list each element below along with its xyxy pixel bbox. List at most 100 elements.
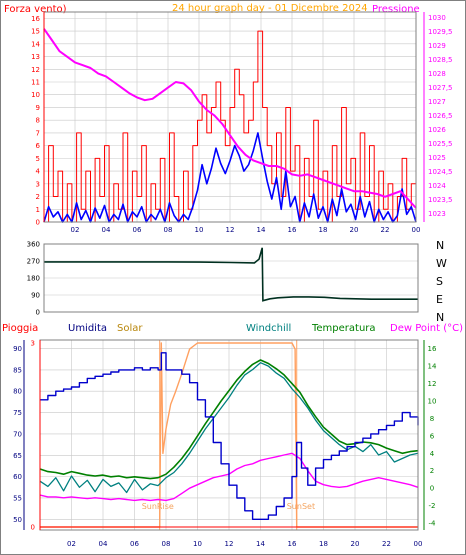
- temperature-tick-label: 10: [428, 398, 437, 406]
- solar-axis-label: Solar: [117, 323, 143, 334]
- time-tick-label: 06: [130, 540, 139, 548]
- series-layer: [39, 28, 419, 530]
- pressure-tick-label: 1029,5: [428, 28, 453, 36]
- time-tick-label: 20: [350, 226, 359, 234]
- wind-axis-label: Forza vento): [4, 4, 67, 15]
- time-tick-label: 22: [382, 540, 391, 548]
- temperature-tick-label: 12: [428, 380, 437, 388]
- wind-tick-label: 10: [31, 91, 40, 99]
- time-tick-label: 04: [102, 226, 111, 234]
- humidity-tick-label: 75: [13, 409, 22, 417]
- wind-tick-label: 6: [36, 142, 41, 150]
- time-tick-label: 12: [225, 540, 234, 548]
- wind-tick-label: 15: [31, 28, 40, 36]
- windchill-axis-label: Windchill: [246, 323, 291, 334]
- time-tick-label: 00: [414, 540, 423, 548]
- pressure-tick-label: 1025: [428, 154, 446, 162]
- direction-tick-label: 360: [27, 241, 40, 249]
- wind-tick-label: 3: [36, 180, 40, 188]
- humidity-tick-label: 60: [13, 473, 22, 481]
- wind-gust-series: [44, 30, 417, 223]
- humidity-tick-label: 90: [13, 345, 22, 353]
- pressure-tick-label: 1024,5: [428, 168, 453, 176]
- temperature-tick-label: 14: [428, 363, 437, 371]
- pressure-tick-label: 1023: [428, 210, 446, 218]
- humidity-tick-label: 70: [13, 430, 22, 438]
- temperature-tick-label: 0: [430, 485, 434, 493]
- humidity-tick-label: 85: [13, 366, 22, 374]
- pressure-tick-label: 1026,5: [428, 112, 453, 120]
- wind-tick-label: 14: [31, 40, 40, 48]
- pressure-tick-label: 1027: [428, 98, 446, 106]
- wind-tick-label: 1: [36, 206, 40, 214]
- direction-tick-label: 180: [27, 275, 40, 283]
- wind-tick-label: 13: [31, 53, 40, 61]
- wind-tick-label: 8: [36, 117, 40, 125]
- pressure-tick-label: 1028: [428, 70, 446, 78]
- temperature-tick-label: 6: [430, 432, 435, 440]
- temperature-tick-label: 2: [430, 467, 434, 475]
- solar-series: [40, 342, 418, 528]
- temperature-tick-label: 4: [430, 450, 435, 458]
- humidity-tick-label: 50: [13, 516, 22, 524]
- temperature-tick-label: -4: [429, 520, 437, 528]
- tick-label-layer: 01234567891011121314151610231023,5102410…: [13, 14, 452, 548]
- time-tick-label: 12: [226, 226, 235, 234]
- wind-tick-label: 12: [31, 66, 40, 74]
- temperature-axis-label: Temperatura: [311, 323, 376, 334]
- humidity-tick-label: 55: [13, 494, 22, 502]
- time-tick-label: 06: [133, 226, 142, 234]
- time-tick-label: 16: [288, 540, 297, 548]
- humidity-tick-label: 80: [13, 388, 22, 396]
- pressure-axis-label: Pressione: [372, 4, 420, 15]
- compass-label: W: [436, 257, 447, 270]
- time-tick-label: 10: [195, 226, 204, 234]
- time-tick-label: 18: [319, 540, 328, 548]
- humidity-axis-label: Umidita: [68, 323, 107, 334]
- direction-tick-label: 90: [31, 292, 40, 300]
- wind-tick-label: 7: [36, 129, 40, 137]
- rain-tick-label: 0: [31, 524, 35, 532]
- rain-tick-label: 3: [31, 340, 35, 348]
- time-tick-label: 00: [412, 226, 421, 234]
- pressure-tick-label: 1029: [428, 42, 446, 50]
- humidity-series: [40, 352, 419, 520]
- compass-label: N: [436, 311, 444, 324]
- wind-tick-label: 5: [36, 155, 40, 163]
- temperature-tick-label: 16: [428, 345, 437, 353]
- pressure-tick-label: 1025,5: [428, 140, 453, 148]
- pressure-tick-label: 1028,5: [428, 56, 453, 64]
- wind-tick-label: 16: [31, 15, 40, 23]
- frames-layer: [23, 11, 425, 531]
- pressure-tick-label: 1023,5: [428, 196, 453, 204]
- time-tick-label: 02: [71, 226, 80, 234]
- wind-tick-label: 0: [36, 219, 40, 227]
- time-tick-label: 14: [257, 226, 266, 234]
- wind-tick-label: 11: [31, 79, 40, 87]
- time-tick-label: 08: [164, 226, 173, 234]
- compass-label: E: [436, 293, 443, 306]
- direction-tick-label: 0: [36, 309, 40, 317]
- pressure-tick-label: 1027,5: [428, 84, 453, 92]
- wind-tick-label: 4: [36, 168, 41, 176]
- chart-title: 24 hour graph day - 01 Dicembre 2024: [172, 3, 368, 14]
- pressure-tick-label: 1030: [428, 14, 446, 22]
- wind-direction-series: [44, 247, 418, 302]
- wind-avg-series: [43, 132, 417, 223]
- temperature-tick-label: 8: [430, 415, 434, 423]
- time-tick-label: 10: [193, 540, 202, 548]
- direction-panel-frame: [43, 243, 419, 313]
- time-tick-label: 02: [67, 540, 76, 548]
- rain-axis-label: Pioggia: [2, 323, 38, 334]
- sunrise-label: SunRise: [142, 502, 174, 511]
- time-tick-label: 08: [162, 540, 171, 548]
- compass-label: S: [436, 275, 443, 288]
- compass-label: N: [436, 239, 444, 252]
- pressure-tick-label: 1024: [428, 182, 446, 190]
- time-tick-label: 18: [319, 226, 328, 234]
- time-tick-label: 14: [256, 540, 265, 548]
- time-tick-label: 16: [288, 226, 297, 234]
